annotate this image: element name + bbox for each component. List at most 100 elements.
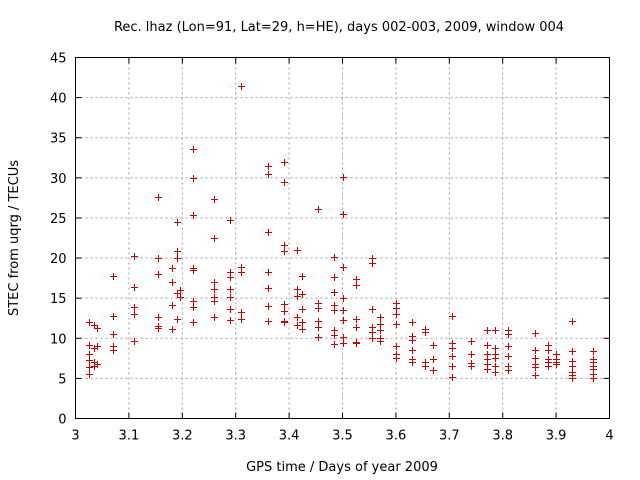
data-point	[265, 229, 272, 236]
data-point	[340, 307, 347, 314]
x-tick-label: 3.3	[225, 429, 246, 444]
y-tick-label: 0	[58, 413, 66, 428]
data-point	[545, 347, 552, 354]
data-point	[340, 334, 347, 341]
data-point	[369, 260, 376, 267]
data-point	[377, 327, 384, 334]
data-point	[86, 351, 93, 358]
data-point	[190, 146, 197, 153]
data-point	[131, 304, 138, 311]
data-point	[492, 355, 499, 362]
data-point	[468, 363, 475, 370]
data-point	[155, 255, 162, 262]
data-point	[227, 294, 234, 301]
data-point	[155, 325, 162, 332]
data-point	[281, 179, 288, 186]
grid-layer	[75, 57, 610, 419]
data-point	[190, 298, 197, 305]
data-point	[331, 307, 338, 314]
data-point	[353, 340, 360, 347]
y-tick-label: 25	[50, 212, 67, 227]
data-point	[94, 343, 101, 350]
data-point	[190, 212, 197, 219]
data-point	[492, 369, 499, 376]
data-point	[155, 271, 162, 278]
data-point	[299, 291, 306, 298]
data-point	[211, 286, 218, 293]
data-point	[174, 316, 181, 323]
data-point	[532, 372, 539, 379]
data-point	[155, 194, 162, 201]
data-point	[369, 329, 376, 336]
data-point	[190, 319, 197, 326]
x-axis-label: GPS time / Days of year 2009	[246, 460, 438, 475]
data-point	[422, 363, 429, 370]
data-point	[449, 374, 456, 381]
data-point	[91, 322, 98, 329]
data-point	[94, 325, 101, 332]
x-tick-label: 3.1	[119, 429, 140, 444]
data-point	[281, 308, 288, 315]
data-point	[409, 337, 416, 344]
data-point	[315, 305, 322, 312]
data-point	[377, 338, 384, 345]
data-point	[369, 335, 376, 342]
x-tick-label: 4	[605, 429, 613, 444]
data-point	[174, 290, 181, 297]
data-point	[315, 318, 322, 325]
data-point	[294, 314, 301, 321]
data-point	[331, 254, 338, 261]
data-point	[532, 330, 539, 337]
data-point	[331, 341, 338, 348]
x-tick-label: 3.7	[439, 429, 460, 444]
data-point	[190, 175, 197, 182]
data-point	[492, 363, 499, 370]
data-point	[94, 361, 101, 368]
data-point	[299, 326, 306, 333]
data-point	[265, 163, 272, 170]
data-point	[484, 366, 491, 373]
data-point	[190, 304, 197, 311]
data-point	[590, 348, 597, 355]
data-point	[484, 327, 491, 334]
data-point	[409, 359, 416, 366]
data-point	[211, 279, 218, 286]
data-point	[110, 313, 117, 320]
data-point	[227, 217, 234, 224]
data-point	[227, 306, 234, 313]
data-point	[331, 289, 338, 296]
data-point	[265, 318, 272, 325]
data-point	[299, 273, 306, 280]
x-tick-label: 3.9	[546, 429, 567, 444]
y-tick-label: 15	[50, 292, 67, 307]
y-tick-label: 10	[50, 332, 67, 347]
data-point	[340, 317, 347, 324]
data-point	[569, 363, 576, 370]
data-point	[227, 286, 234, 293]
data-point	[169, 279, 176, 286]
data-point	[315, 334, 322, 341]
x-tick-label: 3	[71, 429, 79, 444]
x-tick-label: 3.2	[172, 429, 193, 444]
data-point	[265, 269, 272, 276]
data-point	[265, 171, 272, 178]
x-tick-label: 3.4	[279, 429, 300, 444]
data-point	[590, 375, 597, 382]
y-tick-label: 40	[50, 92, 67, 107]
data-point	[353, 324, 360, 331]
data-point	[492, 327, 499, 334]
data-point	[238, 316, 245, 323]
points-layer	[86, 83, 597, 382]
data-point	[340, 174, 347, 181]
data-point	[449, 345, 456, 352]
y-tick-label: 30	[50, 172, 67, 187]
data-point	[110, 331, 117, 338]
data-point	[340, 340, 347, 347]
data-point	[315, 206, 322, 213]
y-tick-label: 5	[58, 372, 66, 387]
data-point	[155, 314, 162, 321]
data-point	[353, 316, 360, 323]
data-point	[238, 269, 245, 276]
data-point	[86, 357, 93, 364]
